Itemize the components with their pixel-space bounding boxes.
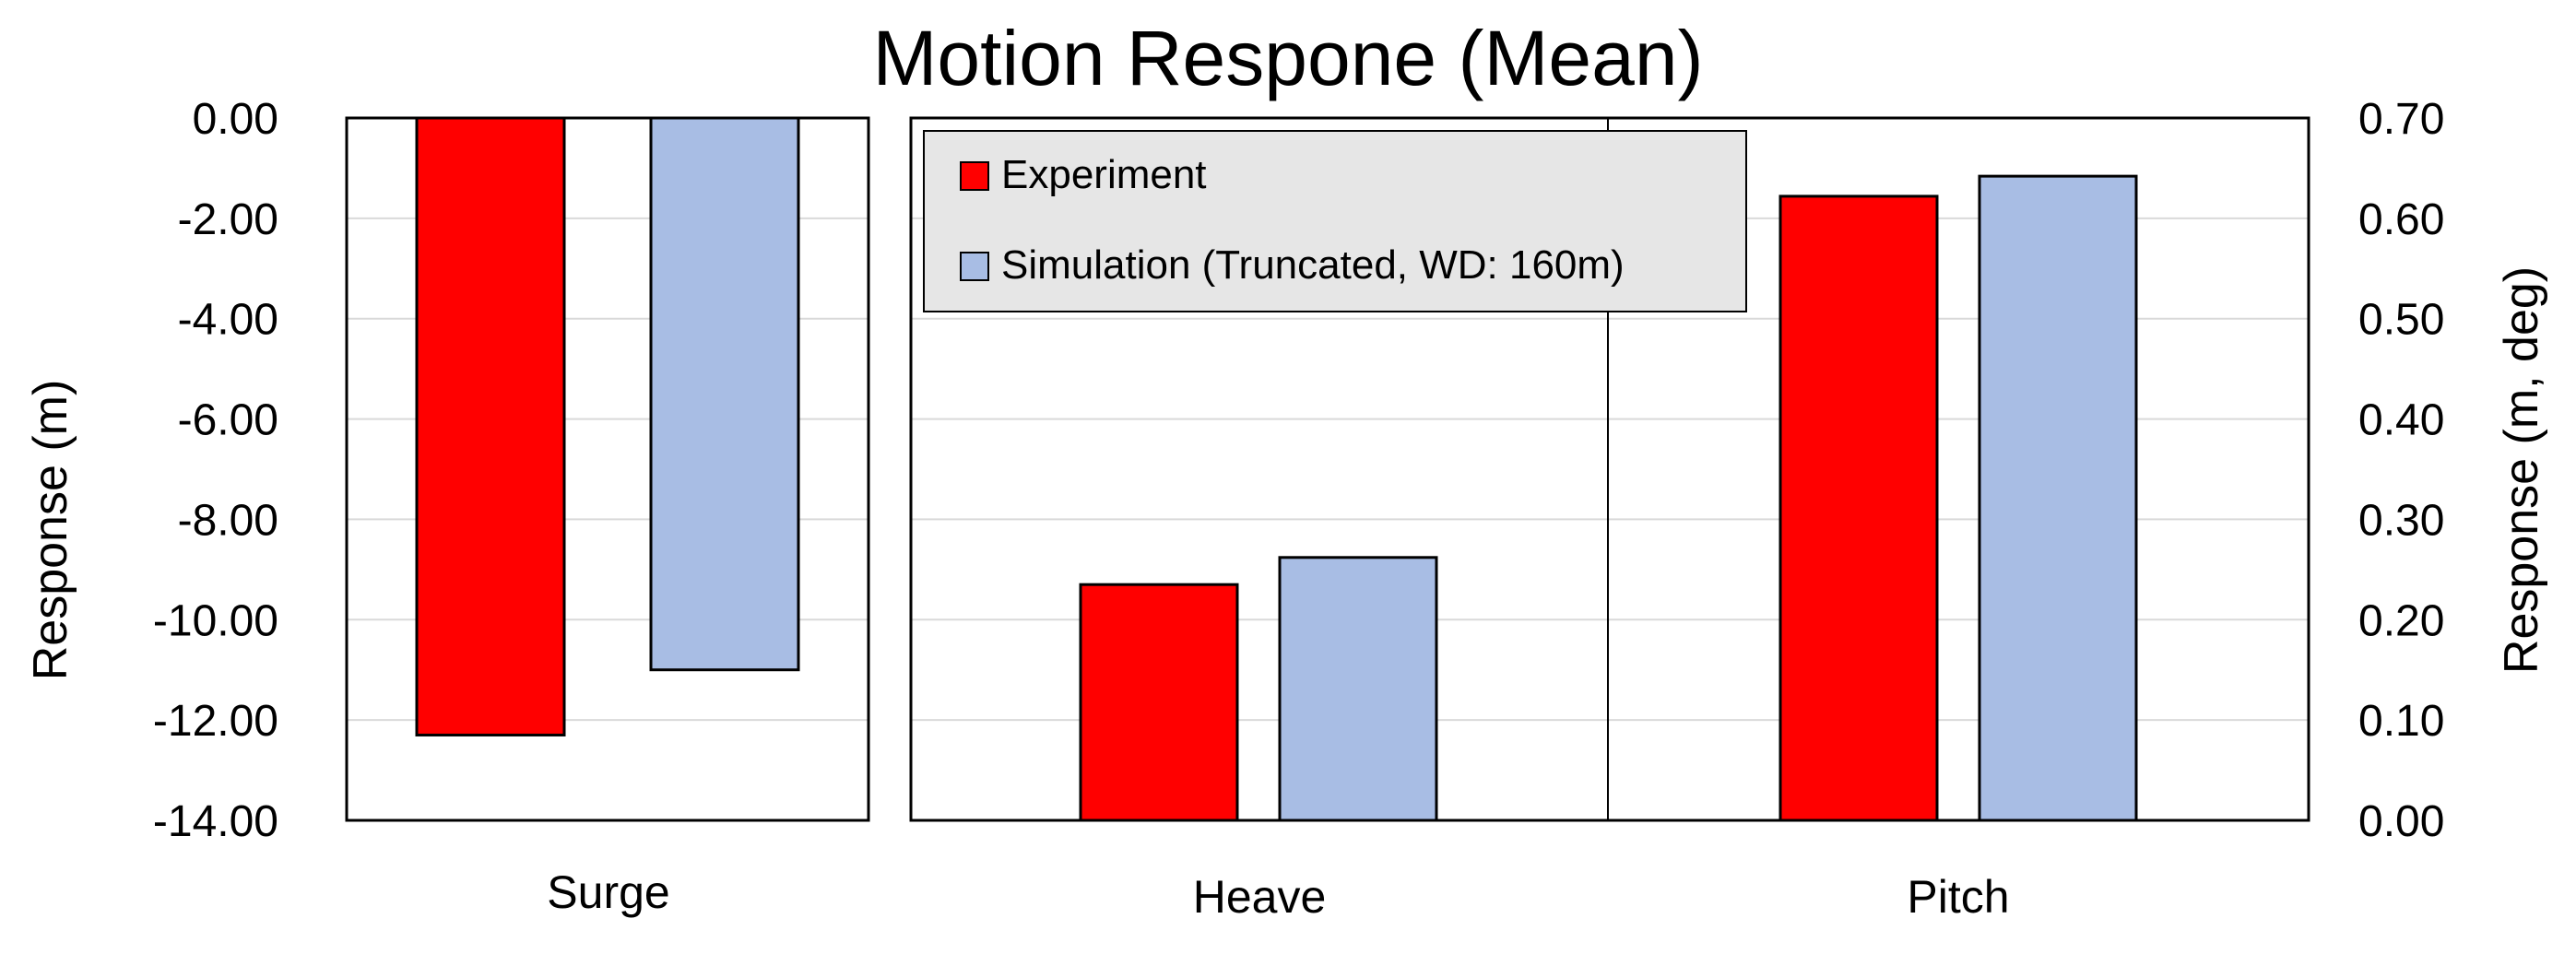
right-tick-label: 0.70: [2358, 95, 2444, 144]
left-axis-label: Response (m): [24, 380, 77, 681]
legend-label-simulation: Simulation (Truncated, WD: 160m): [1001, 242, 1625, 288]
right-panel-frame: [909, 116, 2310, 822]
legend-label-experiment: Experiment: [1001, 152, 1207, 197]
right-axis-label: Response (m, deg): [2495, 266, 2548, 674]
bar-heave-experiment: [1079, 583, 1239, 822]
bar-surge-simulation: [649, 116, 800, 672]
bars: [415, 116, 2138, 822]
legend-swatch-simulation: [960, 252, 989, 281]
bar-surge-experiment: [415, 116, 566, 736]
left-tick-label: -14.00: [153, 797, 278, 846]
left-tick-label: 0.00: [193, 95, 278, 144]
right-tick-label: 0.50: [2358, 296, 2444, 345]
bar-heave-simulation: [1278, 556, 1438, 822]
left-panel-frame: [345, 116, 870, 822]
category-label-pitch: Pitch: [1907, 871, 2009, 923]
category-label-heave: Heave: [1193, 871, 1327, 923]
left-tick-label: -8.00: [178, 496, 278, 545]
left-tick-label: -2.00: [178, 195, 278, 244]
category-labels: Surge Heave Pitch: [547, 866, 2009, 923]
chart-title: Motion Respone (Mean): [872, 15, 1703, 101]
right-tick-label: 0.00: [2358, 797, 2444, 846]
right-tick-label: 0.40: [2358, 396, 2444, 445]
bar-pitch-simulation: [1978, 174, 2138, 822]
left-tick-label: -6.00: [178, 396, 278, 445]
category-label-surge: Surge: [547, 866, 669, 918]
left-tick-label: -12.00: [153, 697, 278, 746]
right-tick-label: 0.30: [2358, 496, 2444, 545]
left-tick-label: -4.00: [178, 296, 278, 345]
legend-box: [923, 130, 1747, 312]
right-tick-label: 0.10: [2358, 697, 2444, 746]
right-axis-ticks: 0.70 0.60 0.50 0.40 0.30 0.20 0.10 0.00: [2358, 95, 2444, 846]
right-tick-label: 0.20: [2358, 596, 2444, 645]
legend-swatch-experiment: [960, 161, 989, 191]
bar-pitch-experiment: [1778, 194, 1939, 822]
left-tick-label: -10.00: [153, 596, 278, 645]
right-tick-label: 0.60: [2358, 195, 2444, 244]
legend: Experiment Simulation (Truncated, WD: 16…: [923, 130, 1747, 312]
left-axis-ticks: 0.00 -2.00 -4.00 -6.00 -8.00 -10.00 -12.00 -14.…: [153, 95, 278, 846]
